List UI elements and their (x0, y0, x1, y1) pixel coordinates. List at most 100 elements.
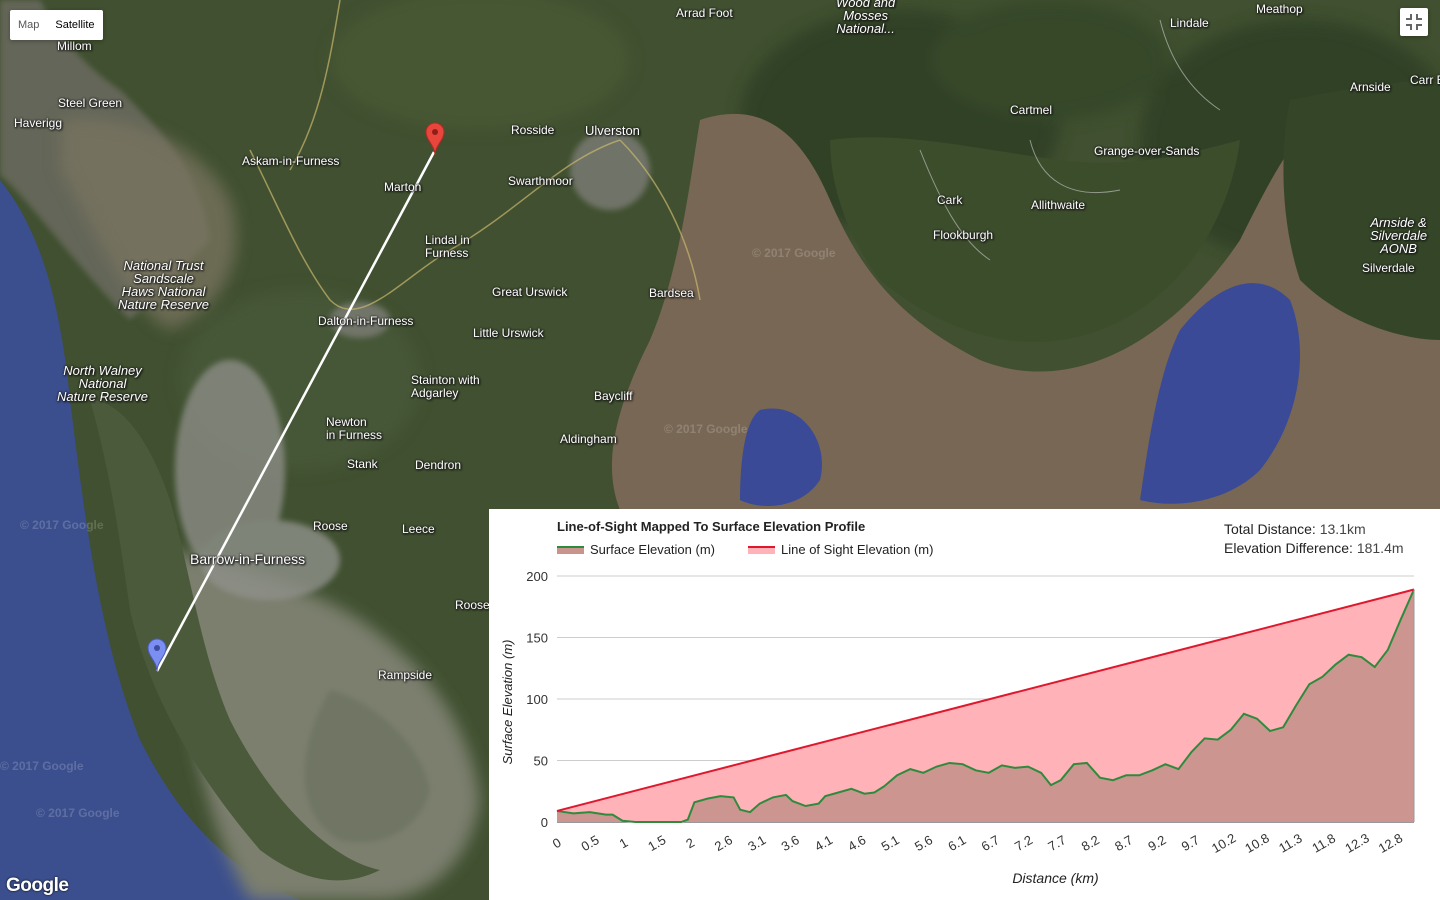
place-label: North Walney National Nature Reserve (57, 363, 149, 404)
place-label: Leece (402, 522, 435, 536)
fullscreen-button[interactable] (1400, 8, 1428, 36)
x-tick-label: 8.2 (1079, 832, 1102, 854)
place-label: Allithwaite (1031, 198, 1086, 212)
map-type-satellite-button[interactable]: Satellite (55, 19, 95, 31)
place-label: Cark (937, 193, 963, 207)
map-watermark: © 2017 Google (664, 422, 748, 436)
x-tick-label: 0 (550, 835, 564, 852)
y-tick-label: 200 (526, 569, 548, 584)
place-label: Askam-in-Furness (242, 154, 340, 168)
place-label: Bardsea (649, 286, 694, 300)
place-label: Aldingham (560, 432, 617, 446)
x-tick-label: 9.2 (1145, 832, 1168, 854)
elevation-difference-stat: Elevation Difference: 181.4m (1224, 540, 1404, 556)
place-label: Wood and Mosses National... (836, 0, 896, 36)
y-tick-label: 150 (526, 631, 548, 646)
place-label: Barrow-in-Furness (190, 551, 306, 567)
x-tick-label: 9.7 (1179, 832, 1202, 854)
place-label: Cartmel (1010, 103, 1053, 117)
x-tick-label: 7.2 (1012, 832, 1035, 854)
place-label: Millom (57, 39, 92, 53)
place-label: Steel Green (58, 96, 123, 110)
place-label: Roose (455, 598, 490, 612)
place-label: Flookburgh (933, 228, 994, 242)
legend-swatch-green (557, 545, 584, 554)
y-tick-label: 100 (526, 692, 548, 707)
place-label: National Trust Sandscale Haws National Natu… (118, 258, 210, 312)
stat-label: Total Distance: (1224, 521, 1316, 537)
google-logo[interactable]: Google (6, 875, 69, 896)
x-tick-label: 2 (683, 835, 697, 852)
place-label: Arrad Foot (676, 6, 733, 20)
legend-label: Surface Elevation (m) (590, 542, 715, 557)
x-tick-label: 12.8 (1376, 830, 1405, 856)
x-tick-label: 6.1 (945, 832, 968, 854)
stat-value: 181.4m (1356, 540, 1404, 556)
place-label: Haverigg (14, 116, 63, 130)
x-tick-label: 1 (617, 835, 631, 852)
y-tick-label: 0 (541, 815, 548, 830)
line-of-sight-line (556, 588, 1415, 812)
x-tick-label: 11.3 (1276, 831, 1305, 856)
place-label: Arnside & Silverdale AONB (1370, 215, 1428, 256)
x-tick-label: 6.7 (979, 832, 1002, 854)
chart-title: Line-of-Sight Mapped To Surface Elevatio… (557, 519, 866, 534)
place-label: Great Urswick (492, 285, 568, 299)
x-tick-label: 2.6 (712, 832, 735, 854)
elevation-profile-panel: Line-of-Sight Mapped To Surface Elevatio… (489, 509, 1440, 900)
place-label: Lindale (1170, 16, 1209, 30)
place-label: Grange-over-Sands (1094, 144, 1200, 158)
exit-fullscreen-icon (1406, 14, 1422, 30)
place-label: Baycliff (594, 389, 633, 403)
y-axis-title: Surface Elevation (m) (500, 640, 515, 765)
place-label: Stank (347, 457, 378, 471)
elevation-chart: 0 50 100 150 200 0 0.5 1 1.5 2 2.6 3.1 3.6 4.1 4.6 5.1 5… (500, 569, 1415, 886)
place-label: Roose (313, 519, 348, 533)
stat-value: 13.1km (1319, 521, 1366, 537)
x-tick-label: 5.1 (879, 832, 902, 854)
legend-surface-elevation[interactable]: Surface Elevation (m) (557, 542, 715, 557)
y-tick-label: 50 (534, 754, 548, 769)
x-tick-label: 11.8 (1309, 831, 1338, 856)
x-tick-label: 1.5 (645, 832, 668, 854)
line-of-sight-path (155, 151, 436, 672)
legend-label: Line of Sight Elevation (m) (781, 542, 934, 557)
stat-label: Elevation Difference: (1224, 540, 1353, 556)
map-watermark: © 2017 Google (20, 518, 104, 532)
place-label: Rosside (511, 123, 555, 137)
map-watermark: © 2017 Google (0, 759, 84, 773)
x-tick-label: 7.7 (1045, 832, 1068, 854)
x-tick-label: 5.6 (912, 832, 935, 854)
place-label: Ulverston (585, 123, 640, 138)
place-label: Dalton-in-Furness (318, 314, 414, 328)
place-label: Carr B (1410, 73, 1440, 87)
x-tick-label: 10.8 (1242, 830, 1271, 856)
map-type-control: Map Satellite (10, 10, 103, 40)
x-tick-label: 3.1 (745, 832, 768, 854)
x-tick-label: 10.2 (1209, 830, 1238, 856)
map-type-map-button[interactable]: Map (18, 19, 40, 31)
end-marker-icon[interactable] (425, 122, 445, 156)
place-label: Silverdale (1362, 261, 1415, 275)
legend-swatch-red (748, 545, 775, 554)
surface-elevation-line (556, 589, 1415, 823)
place-label: Swarthmoor (508, 174, 573, 188)
place-label: Meathop (1256, 2, 1303, 16)
x-axis-title: Distance (km) (1012, 870, 1098, 886)
legend-line-of-sight[interactable]: Line of Sight Elevation (m) (748, 542, 933, 557)
surface-elevation-area (557, 589, 1414, 822)
place-label: Lindal in Furness (425, 233, 470, 260)
place-label: Dendron (415, 458, 462, 472)
total-distance-stat: Total Distance: 13.1km (1224, 521, 1366, 537)
place-label: Newton in Furness (326, 415, 383, 442)
map-watermark: © 2017 Google (36, 806, 120, 820)
x-tick-label: 4.1 (812, 832, 835, 854)
x-tick-label: 8.7 (1112, 832, 1135, 854)
place-label: Stainton with Adgarley (411, 373, 480, 400)
start-marker-icon[interactable] (147, 638, 167, 672)
map-watermark: © 2017 Google (752, 246, 836, 260)
place-label: Arnside (1350, 80, 1391, 94)
x-tick-label: 3.6 (779, 832, 802, 854)
